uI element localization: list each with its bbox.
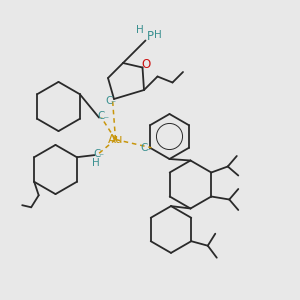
Text: C: C (98, 111, 105, 121)
Text: C: C (105, 95, 112, 106)
Text: Au: Au (108, 133, 123, 146)
Text: ⁻: ⁻ (110, 99, 116, 110)
Text: H: H (136, 25, 144, 35)
Text: ⁻: ⁻ (103, 115, 108, 125)
Text: C: C (140, 143, 148, 153)
Text: P: P (146, 29, 154, 43)
Text: O: O (142, 58, 151, 71)
Text: ⁻: ⁻ (98, 152, 104, 163)
Text: H: H (92, 158, 100, 169)
Text: C: C (93, 148, 100, 159)
Text: ⁻: ⁻ (146, 147, 151, 157)
Text: H: H (154, 29, 162, 40)
